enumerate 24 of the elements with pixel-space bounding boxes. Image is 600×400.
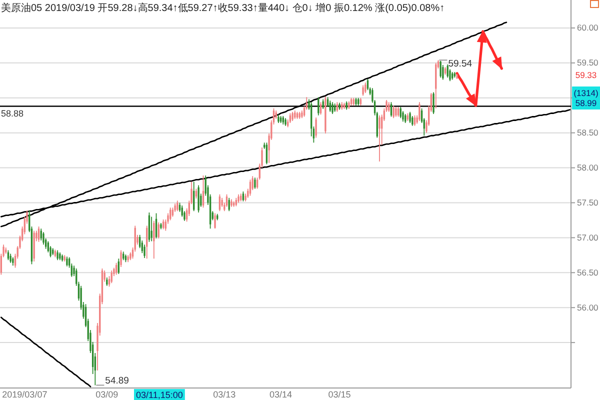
x-tick-label: 03/14 (270, 389, 292, 400)
y-tick-label: 57.50 (577, 197, 599, 208)
annotation: 59.54 (448, 58, 472, 70)
y-tick-label: 58.00 (577, 162, 599, 173)
annotation: 54.89 (105, 376, 129, 386)
y-tick-label: 59.50 (577, 58, 599, 68)
text: 58.99 (575, 98, 597, 108)
candlestick (150, 216, 152, 242)
text: 59.33 (575, 70, 597, 80)
y-tick-label: 56.50 (577, 267, 599, 278)
line-series (0, 316, 92, 388)
x-tick-label: 2019/03/07 (2, 389, 48, 400)
x-tick-label: 03/09 (96, 389, 118, 400)
ref-line-label: 58.88 (1, 108, 24, 118)
candlestick (378, 115, 380, 162)
chart-title: 美原油05 2019/03/19 开59.28↓高59.34↑低59.27↑收59.33↑量440↓ 仓0↓ 增0 振0.12% 涨(0.05)0.08%↑ (1, 2, 445, 14)
y-tick-label: 60.00 (577, 22, 599, 33)
text: 03/11,15:00 (136, 390, 183, 400)
x-tick-label: 03/13 (213, 389, 236, 400)
y-tick-label: 56.00 (577, 302, 599, 312)
text: (1314) (574, 88, 598, 98)
x-tick-label: 03/15 (328, 389, 351, 400)
y-tick-label: 58.50 (577, 128, 599, 138)
y-tick-label: 57.00 (577, 232, 599, 242)
